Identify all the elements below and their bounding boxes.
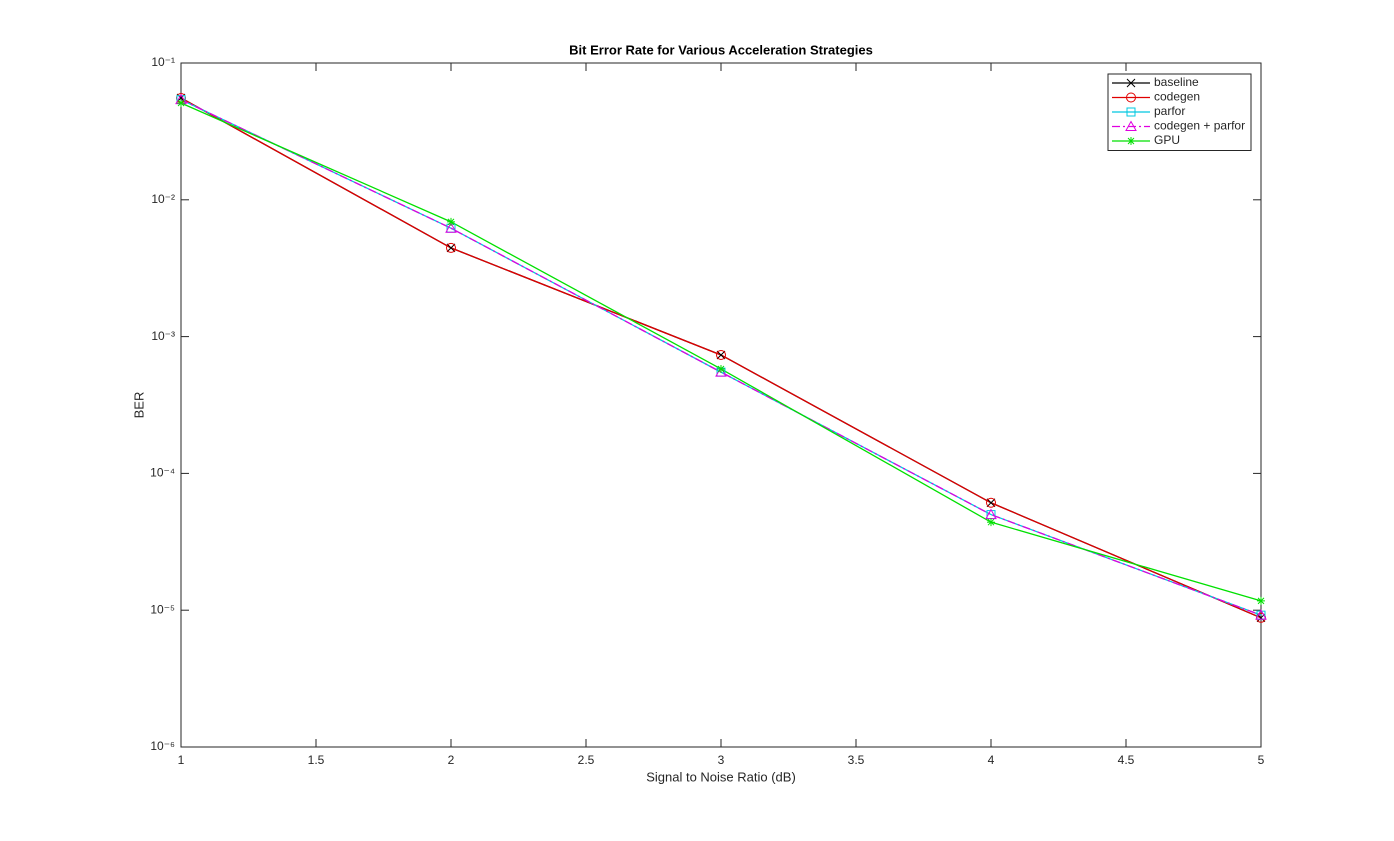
marker-shape — [1125, 120, 1137, 131]
marker — [177, 99, 185, 108]
marker-shape — [446, 242, 456, 253]
marker — [1126, 78, 1136, 88]
y-tick-label: 10⁻¹ — [151, 55, 175, 69]
marker — [1127, 137, 1135, 145]
x-tick-label: 4 — [988, 753, 995, 767]
y-tick-label: 10⁻⁵ — [150, 602, 175, 616]
legend-label: baseline — [1154, 75, 1199, 89]
x-tick-label: 2 — [448, 753, 455, 767]
y-axis-label: BER — [131, 392, 146, 419]
legend-label: codegen + parfor — [1154, 119, 1245, 133]
marker — [987, 518, 995, 527]
legend-label: codegen — [1154, 90, 1200, 104]
marker — [445, 222, 457, 233]
marker-shape — [1126, 92, 1136, 103]
marker — [716, 350, 726, 360]
x-tick-label: 3.5 — [848, 753, 865, 767]
marker-stroke — [986, 498, 996, 508]
plot-area — [180, 62, 1262, 748]
y-tick-label: 10⁻² — [151, 192, 175, 206]
x-tick-label: 4.5 — [1118, 753, 1135, 767]
marker-stroke — [446, 243, 456, 253]
marker-shape — [716, 349, 726, 360]
marker — [446, 243, 456, 253]
x-tick-label: 3 — [718, 753, 725, 767]
marker-shape — [445, 222, 457, 233]
x-tick-label: 1.5 — [308, 753, 325, 767]
marker-shape — [1126, 107, 1136, 117]
x-axis-label: Signal to Noise Ratio (dB) — [646, 769, 796, 784]
marker-stroke — [447, 218, 455, 226]
x-tick-label: 2.5 — [578, 753, 595, 767]
marker-stroke — [987, 518, 995, 526]
marker — [717, 364, 725, 373]
y-tick-label: 10⁻³ — [151, 329, 175, 343]
marker — [986, 498, 996, 508]
marker — [1255, 609, 1267, 620]
chart-title: Bit Error Rate for Various Acceleration … — [569, 42, 873, 57]
marker — [447, 217, 455, 226]
marker — [1126, 107, 1136, 117]
y-tick-label: 10⁻⁶ — [150, 739, 175, 753]
marker — [1126, 92, 1136, 103]
x-tick-label: 1 — [178, 753, 185, 767]
marker-stroke — [1126, 78, 1136, 88]
marker-stroke — [177, 99, 185, 107]
marker-stroke — [1257, 597, 1265, 605]
series-line — [180, 99, 1262, 616]
marker-shape — [1255, 609, 1267, 620]
marker-shape — [986, 497, 996, 508]
marker — [1257, 596, 1265, 605]
marker-stroke — [716, 350, 726, 360]
marker — [986, 497, 996, 508]
y-tick-label: 10⁻⁴ — [150, 466, 175, 480]
x-tick-label: 5 — [1258, 753, 1265, 767]
marker — [1125, 120, 1137, 131]
marker — [716, 349, 726, 360]
marker — [446, 242, 456, 253]
legend-label: parfor — [1154, 104, 1185, 118]
legend-label: GPU — [1154, 133, 1180, 147]
marker-stroke — [717, 365, 725, 373]
marker-stroke — [1127, 137, 1135, 145]
